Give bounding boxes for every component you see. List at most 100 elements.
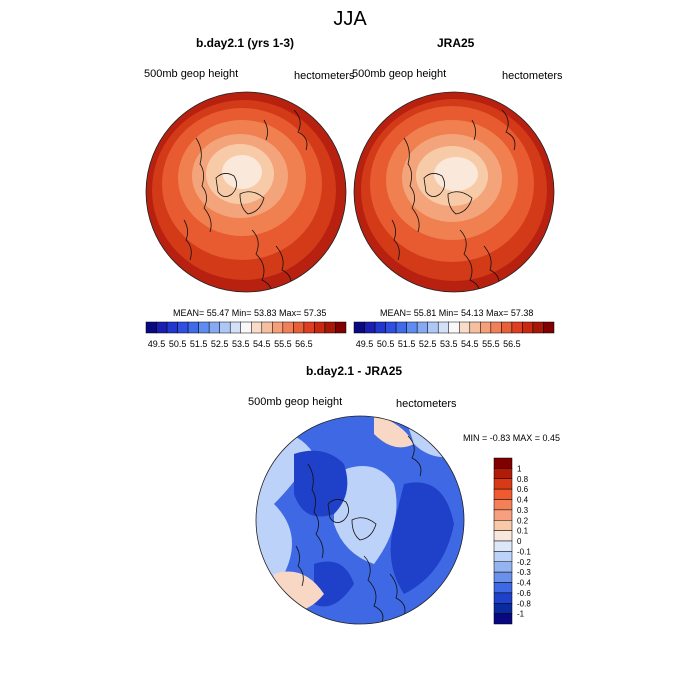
panel-1-colorbar-tick-label: 49.5 <box>148 339 166 349</box>
figure-title: JJA <box>333 8 367 30</box>
panel-2-colorbar-swatch <box>416 321 428 334</box>
diff-stats: MIN = -0.83 MAX = 0.45 <box>463 433 561 443</box>
diff-colorbar-level-label: 1 <box>517 464 522 473</box>
panel-2-colorbar-swatch <box>532 321 544 334</box>
panel-1-colorbar-tick-label: 55.5 <box>274 339 292 349</box>
panel-1-colorbar-tick-label: 54.5 <box>253 339 271 349</box>
panel-1-colorbar: 49.5 50.5 51.5 52.5 53.5 54.5 55.5 56.5 <box>145 321 347 349</box>
diff-units-label: hectometers <box>396 398 457 410</box>
diff-panel-title: b.day2.1 - JRA25 <box>306 364 403 378</box>
diff-colorbar-level-label: -0.3 <box>517 568 531 577</box>
panel-1-colorbar-swatch <box>293 321 305 334</box>
diff-colorbar-swatch <box>493 530 513 542</box>
panel-2-colorbar-tick-label: 52.5 <box>419 339 437 349</box>
panel-1-colorbar-swatch <box>166 321 178 334</box>
panel-1-colorbar-swatch <box>156 321 168 334</box>
diff-colorbar-swatch <box>493 540 513 552</box>
diff-polar-map <box>255 415 465 625</box>
panel-2-colorbar-tick-label: 50.5 <box>377 339 395 349</box>
panel-2-colorbar-swatch <box>395 321 407 334</box>
diff-colorbar-swatch <box>493 592 513 604</box>
diff-colorbar-level-label: 0.2 <box>517 516 529 525</box>
panel-1-colorbar-swatch <box>198 321 210 334</box>
diff-coastlines <box>295 435 422 623</box>
diff-colorbar-swatch <box>493 457 513 469</box>
panel-1-colorbar-swatch <box>229 321 241 334</box>
diff-colorbar-swatch <box>493 603 513 614</box>
diff-colorbar-swatch <box>493 520 513 531</box>
diff-colorbar-level-label: 0 <box>517 537 522 546</box>
panel-2-colorbar-tick-label: 55.5 <box>482 339 500 349</box>
diff-colorbar-swatch <box>493 551 513 562</box>
diff-colorbar-swatch <box>493 488 513 500</box>
diff-colorbar-swatch <box>493 582 513 594</box>
panel-2-stats: MEAN= 55.81 Min= 54.13 Max= 57.38 <box>380 308 534 318</box>
panel-2-colorbar-swatch <box>353 321 365 334</box>
panel-1-units-label: hectometers <box>294 70 355 82</box>
panel-1-colorbar-swatch <box>208 321 220 334</box>
panel-2-colorbar-swatch <box>480 321 492 334</box>
panel-1-stats: MEAN= 55.47 Min= 53.83 Max= 57.35 <box>173 308 327 318</box>
panel-1-colorbar-tick-label: 56.5 <box>295 339 313 349</box>
panel-1-colorbar-swatch <box>219 321 231 334</box>
panel-2-variable-label: 500mb geop height <box>352 68 447 80</box>
panel-1-colorbar-swatch <box>251 321 263 334</box>
panel-1-polar-map <box>145 91 347 293</box>
panel-1-colorbar-tick-label: 50.5 <box>169 339 187 349</box>
panel-2-title: JRA25 <box>437 36 475 50</box>
panel-1-colorbar-swatch <box>272 321 284 334</box>
panel-1-colorbar-swatch <box>335 321 347 334</box>
panel-1-colorbar-swatch <box>261 321 273 334</box>
panel-1-colorbar-swatch <box>303 321 315 334</box>
panel-2-colorbar: 49.5 50.5 51.5 52.5 53.5 54.5 55.5 56.5 <box>353 321 555 349</box>
panel-2-colorbar-swatch <box>501 321 513 334</box>
panel-2-colorbar-swatch <box>427 321 439 334</box>
diff-colorbar: 1 0.80.6 0.40.30.2 0.10-0.1 -0.2-0.3 -0.4-0.6… <box>493 457 531 625</box>
panel-1-colorbar-tick-label: 53.5 <box>232 339 250 349</box>
panel-2-colorbar-swatch <box>364 321 376 334</box>
panel-2-colorbar-tick-label: 53.5 <box>440 339 458 349</box>
panel-2-colorbar-swatch <box>406 321 418 334</box>
panel-2-colorbar-swatch <box>437 321 449 334</box>
panel-2-colorbar-tick-label: 51.5 <box>398 339 416 349</box>
panel-2-colorbar-tick-label: 56.5 <box>503 339 521 349</box>
panel-2-colorbar-swatch <box>385 321 397 334</box>
panel-1-variable-label: 500mb geop height <box>144 68 239 80</box>
panel-2-colorbar-tick-label: 54.5 <box>461 339 479 349</box>
diff-colorbar-level-label: -0.1 <box>517 547 531 556</box>
panel-1-colorbar-tick-label: 51.5 <box>190 339 208 349</box>
panel-1-colorbar-swatch <box>145 321 157 334</box>
panel-2-polar-map <box>353 91 555 293</box>
panel-1-coastlines <box>183 109 308 292</box>
panel-1-title: b.day2.1 (yrs 1-3) <box>196 36 295 50</box>
panel-2-colorbar-swatch <box>374 321 386 334</box>
panel-1-colorbar-swatch <box>177 321 189 334</box>
diff-colorbar-swatch <box>493 468 513 479</box>
diff-colorbar-swatch <box>493 478 513 490</box>
diff-colorbar-level-label: -0.4 <box>517 579 531 588</box>
panel-2-colorbar-tick-label: 49.5 <box>356 339 374 349</box>
panel-2-colorbar-swatch <box>522 321 534 334</box>
diff-colorbar-level-label: -0.8 <box>517 599 531 608</box>
panel-1-colorbar-swatch <box>240 321 252 334</box>
panel-2-colorbar-swatch <box>543 321 555 334</box>
diff-colorbar-level-label: -0.2 <box>517 558 531 567</box>
panel-2-units-label: hectometers <box>502 70 563 82</box>
diff-colorbar-level-label: -1 <box>517 610 525 619</box>
diff-colorbar-level-label: -0.6 <box>517 589 531 598</box>
diff-colorbar-swatch <box>493 499 513 511</box>
diff-variable-label: 500mb geop height <box>248 396 343 408</box>
diff-colorbar-swatch <box>493 561 513 573</box>
panel-1-colorbar-swatch <box>324 321 336 334</box>
panel-1-colorbar-swatch <box>282 321 294 334</box>
panel-2-colorbar-swatch <box>511 321 523 334</box>
diff-colorbar-level-label: 0.8 <box>517 475 529 484</box>
panel-1-colorbar-swatch <box>187 321 199 334</box>
diff-colorbar-level-label: 0.4 <box>517 496 529 505</box>
diff-colorbar-swatch <box>493 509 513 521</box>
panel-1-colorbar-swatch <box>314 321 326 334</box>
panel-1-colorbar-tick-label: 52.5 <box>211 339 229 349</box>
panel-2-colorbar-swatch <box>490 321 502 334</box>
panel-2-colorbar-swatch <box>469 321 481 334</box>
diff-colorbar-level-label: 0.1 <box>517 527 529 536</box>
